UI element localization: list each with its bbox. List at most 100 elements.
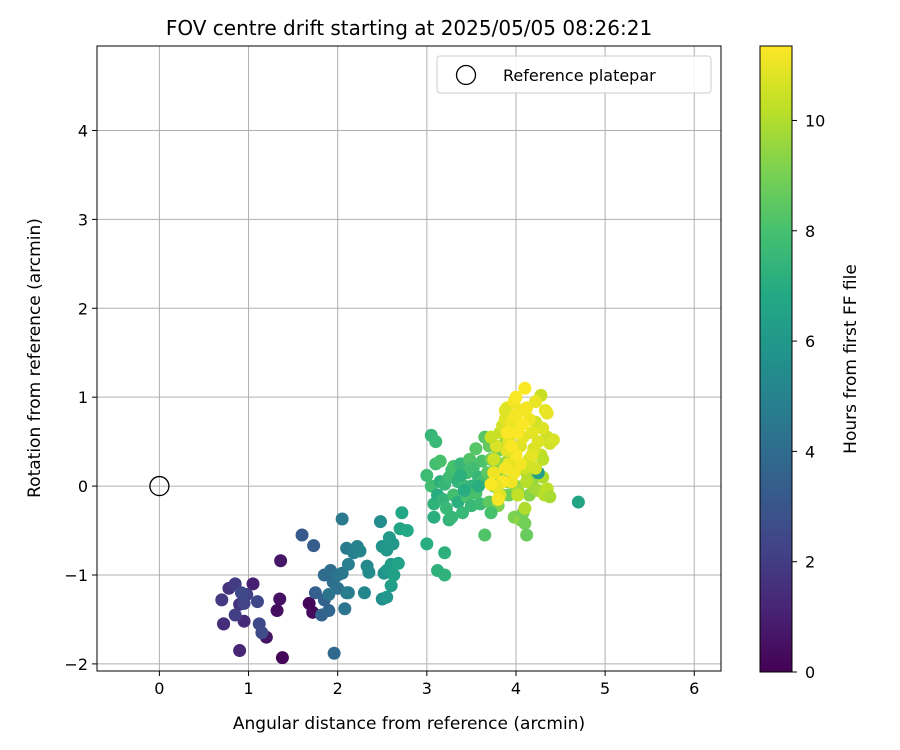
data-point bbox=[529, 461, 543, 475]
data-point bbox=[516, 417, 530, 431]
chart-title: FOV centre drift starting at 2025/05/05 … bbox=[166, 16, 652, 40]
colorbar-tick-label: 10 bbox=[805, 111, 825, 130]
data-point bbox=[498, 404, 512, 418]
data-point bbox=[469, 442, 483, 456]
legend-label: Reference platepar bbox=[503, 66, 656, 85]
data-point bbox=[322, 604, 336, 618]
data-point bbox=[217, 617, 231, 631]
x-tick-label: 5 bbox=[600, 679, 610, 698]
data-point bbox=[484, 477, 498, 491]
data-point bbox=[387, 568, 401, 582]
data-point bbox=[546, 433, 560, 447]
data-point bbox=[234, 586, 248, 600]
x-axis-ticks: 0 1 2 3 4 5 6 bbox=[154, 671, 699, 698]
data-point bbox=[357, 586, 371, 600]
data-point bbox=[509, 408, 523, 422]
data-point bbox=[505, 439, 519, 453]
data-point bbox=[341, 557, 355, 571]
data-point bbox=[484, 506, 498, 520]
data-point bbox=[391, 556, 405, 570]
data-point bbox=[571, 495, 585, 509]
data-point bbox=[438, 546, 452, 560]
data-point bbox=[445, 510, 459, 524]
data-point bbox=[335, 512, 349, 526]
data-point bbox=[362, 565, 376, 579]
data-point bbox=[472, 479, 486, 493]
data-point bbox=[540, 406, 554, 420]
data-point bbox=[327, 646, 341, 660]
data-point bbox=[275, 651, 289, 665]
data-point bbox=[295, 528, 309, 542]
data-point bbox=[341, 586, 355, 600]
data-point bbox=[518, 381, 532, 395]
reference-point bbox=[149, 475, 170, 497]
data-point bbox=[520, 528, 534, 542]
x-tick-label: 2 bbox=[333, 679, 343, 698]
data-point bbox=[543, 490, 557, 504]
data-point bbox=[478, 528, 492, 542]
colorbar-tick-label: 0 bbox=[805, 663, 815, 682]
x-tick-label: 3 bbox=[422, 679, 432, 698]
data-point bbox=[518, 516, 532, 530]
data-point bbox=[455, 506, 469, 520]
y-axis-label: Rotation from reference (arcmin) bbox=[25, 218, 45, 498]
data-point bbox=[427, 510, 441, 524]
data-point bbox=[484, 430, 498, 444]
y-tick-label: −1 bbox=[64, 566, 88, 585]
data-point bbox=[433, 454, 447, 468]
colorbar-tick-label: 4 bbox=[805, 442, 815, 461]
data-point bbox=[373, 515, 387, 529]
colorbar-tick-label: 8 bbox=[805, 222, 815, 241]
x-tick-label: 0 bbox=[154, 679, 164, 698]
x-axis-label: Angular distance from reference (arcmin) bbox=[233, 714, 585, 734]
colorbar bbox=[759, 45, 793, 673]
data-point bbox=[525, 448, 539, 462]
data-point bbox=[353, 544, 367, 558]
data-point bbox=[491, 492, 505, 506]
y-axis-ticks: −2 −1 0 1 2 3 4 bbox=[64, 121, 97, 674]
y-tick-label: 1 bbox=[78, 388, 88, 407]
data-point bbox=[302, 596, 316, 610]
data-point bbox=[395, 506, 409, 520]
data-point bbox=[529, 395, 543, 409]
data-points bbox=[215, 381, 585, 665]
data-point bbox=[274, 554, 288, 568]
data-point bbox=[400, 524, 414, 538]
data-point bbox=[454, 468, 468, 482]
data-point bbox=[457, 484, 471, 498]
data-point bbox=[536, 452, 550, 466]
data-point bbox=[233, 644, 247, 658]
grid-lines bbox=[97, 46, 721, 671]
data-point bbox=[228, 608, 242, 622]
colorbar-tick-label: 6 bbox=[805, 332, 815, 351]
data-point bbox=[380, 590, 394, 604]
data-point bbox=[487, 452, 501, 466]
data-point bbox=[270, 604, 284, 618]
data-point bbox=[384, 579, 398, 593]
data-point bbox=[246, 577, 260, 591]
data-point bbox=[237, 596, 251, 610]
data-point bbox=[438, 568, 452, 582]
data-point bbox=[498, 461, 512, 475]
x-tick-label: 6 bbox=[689, 679, 699, 698]
legend: Reference platepar bbox=[436, 55, 712, 94]
legend-marker bbox=[455, 64, 477, 86]
data-point bbox=[308, 586, 322, 600]
colorbar-label: Hours from first FF file bbox=[841, 264, 861, 454]
x-tick-label: 1 bbox=[243, 679, 253, 698]
data-point bbox=[518, 501, 532, 515]
data-point bbox=[511, 488, 525, 502]
data-point bbox=[520, 475, 534, 489]
colorbar-tick-label: 2 bbox=[805, 553, 815, 572]
data-point bbox=[531, 435, 545, 449]
y-tick-label: 3 bbox=[78, 210, 88, 229]
y-tick-label: 0 bbox=[78, 477, 88, 496]
plot-area bbox=[96, 45, 722, 672]
data-point bbox=[307, 539, 321, 553]
colorbar-ticks: 0 2 4 6 8 10 bbox=[792, 111, 825, 682]
data-point bbox=[386, 537, 400, 551]
reference-marker bbox=[149, 475, 170, 497]
data-point bbox=[255, 626, 269, 640]
y-tick-label: 4 bbox=[78, 121, 88, 140]
